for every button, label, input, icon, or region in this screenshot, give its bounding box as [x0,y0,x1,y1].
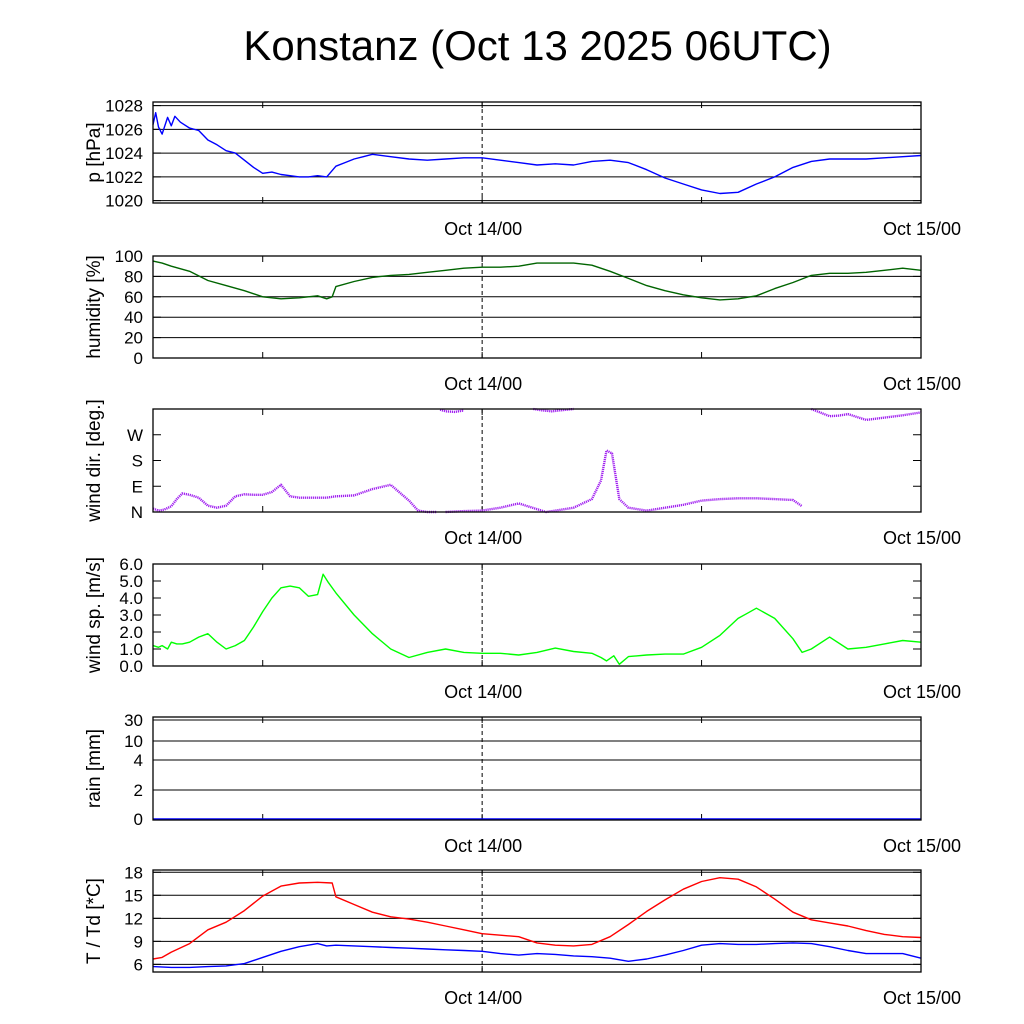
series-wind_direction-0-seg4 [810,407,922,422]
y-tick-label: S [132,452,143,471]
y-tick-label: 1028 [105,97,143,116]
y-tick-label: 1020 [105,192,143,211]
x-tick-label: Oct 15/00 [883,374,961,394]
y-tick-label: 1026 [105,120,143,139]
y-tick-label: 20 [124,329,143,348]
y-tick-label: 2 [134,781,143,800]
y-tick-label: E [132,477,143,496]
series-wind_direction-0-seg0 [152,483,437,514]
x-tick-label: Oct 15/00 [883,836,961,856]
series-wind_direction-0-seg2 [439,408,465,414]
series-temperature-0 [152,877,922,960]
y-tick-label: 3.0 [119,606,143,625]
y-tick-label: W [127,426,143,445]
y-tick-label: 6 [134,955,143,974]
y-axis-label: rain [mm] [84,729,105,808]
series-wind_speed-0 [152,573,922,665]
y-axis-label: humidity [%] [84,255,105,358]
x-tick-label: Oct 15/00 [883,219,961,239]
x-tick-label: Oct 15/00 [883,682,961,702]
y-axis-label: wind dir. [deg.] [84,399,105,523]
y-tick-label: 30 [124,711,143,730]
y-tick-label: 40 [124,308,143,327]
y-tick-label: 12 [124,909,143,928]
y-tick-label: 10 [124,732,143,751]
y-tick-label: 2.0 [119,623,143,642]
series-temperature-1 [152,942,922,969]
y-tick-label: 4.0 [119,589,143,608]
series-humidity-0 [152,260,922,301]
y-axis-label: T / Td [*C] [84,878,105,964]
chart-title: Konstanz (Oct 13 2025 06UTC) [243,22,832,69]
y-tick-label: 0 [134,810,143,829]
y-axis-label: p [hPa] [84,122,105,182]
y-tick-label: 18 [124,863,143,882]
plot-frame [152,408,922,513]
y-tick-label: 4 [134,751,143,770]
x-tick-label: Oct 14/00 [444,682,522,702]
y-tick-label: N [131,503,143,522]
y-tick-label: 5.0 [119,572,143,591]
x-tick-label: Oct 14/00 [444,836,522,856]
panel-wind_speed: 0.01.02.03.04.05.06.0 wind sp. [m/s] Oct 1… [84,555,961,702]
series-pressure-0 [152,111,922,195]
panel-temperature: 6 9 12 15 18 T / Td [*C] Oct 14/00 Oct 15/00 [84,863,961,1008]
series-wind_direction-0-seg1 [445,449,803,514]
y-tick-label: 0.0 [119,657,143,676]
y-tick-label: 60 [124,288,143,307]
y-tick-label: 9 [134,932,143,951]
x-tick-label: Oct 15/00 [883,528,961,548]
x-tick-label: Oct 14/00 [444,988,522,1008]
y-tick-label: 0 [134,349,143,368]
y-tick-label: 80 [124,267,143,286]
y-tick-label: 1024 [105,144,143,163]
plot-frame [152,255,922,359]
y-tick-label: 6.0 [119,555,143,574]
panel-rain: 0 2 410 30 rain [mm] Oct 14/00 Oct 15/00 [84,711,961,856]
y-tick-label: 1.0 [119,640,143,659]
plot-frame [152,716,922,821]
y-tick-label: 15 [124,886,143,905]
y-tick-label: 100 [115,247,143,266]
x-tick-label: Oct 14/00 [444,528,522,548]
plot-frame [152,101,922,204]
x-tick-label: Oct 14/00 [444,374,522,394]
x-tick-label: Oct 14/00 [444,219,522,239]
plot-frame [152,869,922,973]
plot-frame [152,563,922,667]
y-axis-label: wind sp. [m/s] [84,557,105,674]
x-tick-label: Oct 15/00 [883,988,961,1008]
y-tick-label: 1022 [105,168,143,187]
